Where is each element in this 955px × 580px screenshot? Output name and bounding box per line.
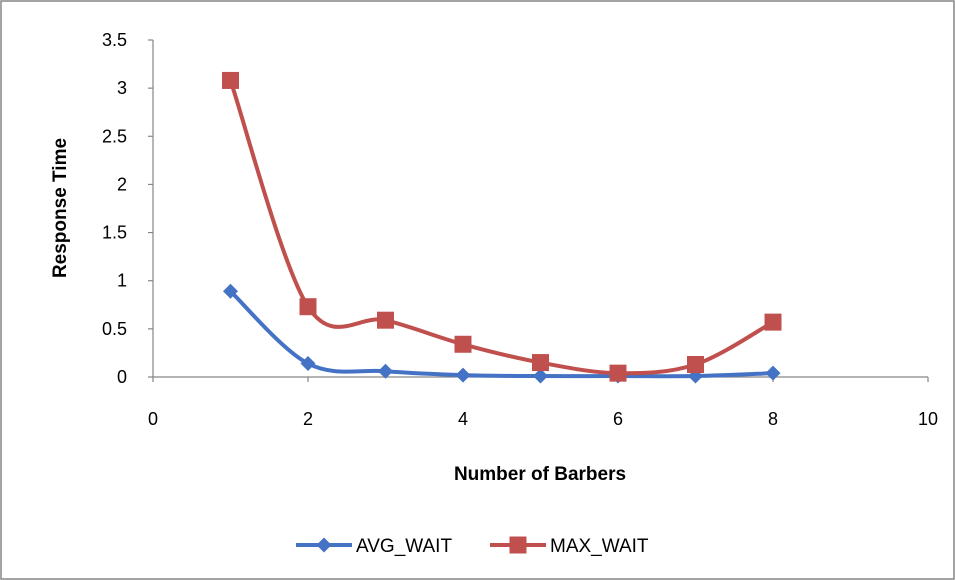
y-tick-label: 1.5 bbox=[102, 223, 127, 243]
y-tick-label: 2.5 bbox=[102, 126, 127, 146]
legend-label: AVG_WAIT bbox=[356, 536, 452, 557]
y-tick-label: 3 bbox=[117, 78, 127, 98]
data-point bbox=[764, 313, 782, 331]
data-point bbox=[533, 368, 548, 384]
data-point bbox=[223, 283, 238, 299]
series-layer bbox=[222, 71, 782, 384]
data-point bbox=[765, 365, 781, 381]
data-point bbox=[687, 355, 704, 373]
data-point bbox=[299, 298, 317, 316]
data-point bbox=[532, 354, 549, 372]
legend-item: AVG_WAIT bbox=[296, 536, 452, 557]
data-point bbox=[378, 363, 393, 379]
legend-item: MAX_WAIT bbox=[490, 536, 649, 557]
data-point bbox=[300, 356, 316, 372]
x-axis-title: Number of Barbers bbox=[454, 464, 626, 485]
y-axis-title: Response Time bbox=[50, 138, 71, 278]
y-tick-label: 0.5 bbox=[102, 319, 127, 339]
y-tick-label: 3.5 bbox=[102, 30, 127, 50]
x-tick-label: 0 bbox=[148, 409, 158, 429]
legend-label: MAX_WAIT bbox=[550, 536, 649, 557]
legend: AVG_WAIT MAX_WAIT bbox=[296, 536, 649, 557]
x-tick-label: 4 bbox=[458, 409, 468, 429]
y-axis-ticks: 0 0.5 1 1.5 2 2.5 3 3.5 bbox=[102, 30, 153, 387]
x-tick-label: 10 bbox=[918, 409, 938, 429]
y-tick-label: 2 bbox=[117, 174, 127, 194]
series-max-wait bbox=[222, 71, 782, 382]
x-tick-label: 8 bbox=[768, 409, 778, 429]
legend-marker bbox=[509, 536, 527, 554]
x-tick-label: 6 bbox=[613, 409, 623, 429]
data-point bbox=[609, 364, 627, 382]
data-point bbox=[377, 311, 394, 329]
y-tick-label: 0 bbox=[117, 367, 127, 387]
y-tick-label: 1 bbox=[117, 271, 127, 291]
x-tick-label: 2 bbox=[303, 409, 313, 429]
data-point bbox=[222, 71, 239, 89]
legend-marker bbox=[316, 537, 332, 553]
data-point bbox=[454, 335, 472, 353]
data-point bbox=[455, 367, 471, 383]
